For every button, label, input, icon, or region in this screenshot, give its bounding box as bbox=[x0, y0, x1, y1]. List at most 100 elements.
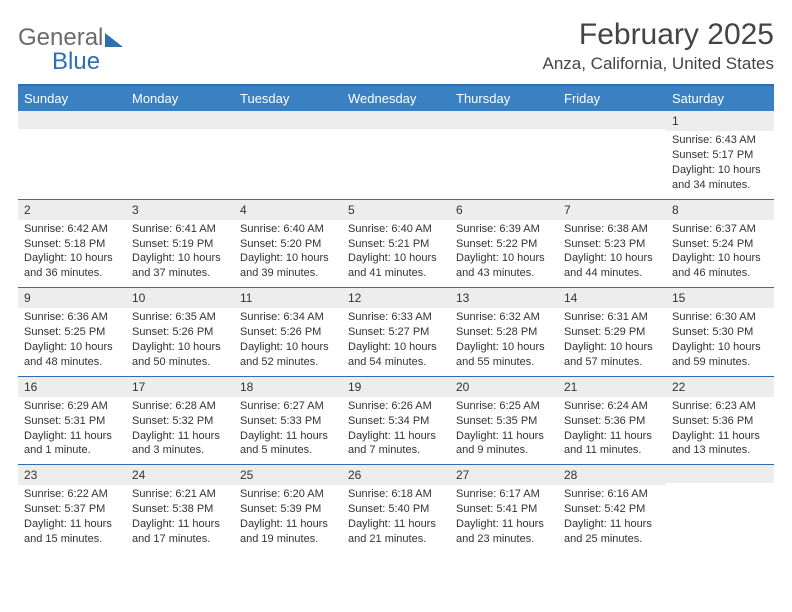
cell-body: Sunrise: 6:31 AMSunset: 5:29 PMDaylight:… bbox=[558, 308, 666, 375]
daylight-text: Daylight: 11 hours and 1 minute. bbox=[24, 429, 120, 459]
cell-body: Sunrise: 6:23 AMSunset: 5:36 PMDaylight:… bbox=[666, 397, 774, 464]
sunset-text: Sunset: 5:39 PM bbox=[240, 502, 336, 517]
calendar-cell: 25Sunrise: 6:20 AMSunset: 5:39 PMDayligh… bbox=[234, 465, 342, 553]
sunset-text: Sunset: 5:31 PM bbox=[24, 414, 120, 429]
sunrise-text: Sunrise: 6:29 AM bbox=[24, 399, 120, 414]
day-number: 14 bbox=[558, 288, 666, 308]
day-header: Monday bbox=[126, 86, 234, 111]
cell-body: Sunrise: 6:17 AMSunset: 5:41 PMDaylight:… bbox=[450, 485, 558, 552]
title-block: February 2025 Anza, California, United S… bbox=[542, 18, 774, 74]
daylight-text: Daylight: 11 hours and 25 minutes. bbox=[564, 517, 660, 547]
sunrise-text: Sunrise: 6:23 AM bbox=[672, 399, 768, 414]
sunset-text: Sunset: 5:21 PM bbox=[348, 237, 444, 252]
calendar-cell: 11Sunrise: 6:34 AMSunset: 5:26 PMDayligh… bbox=[234, 288, 342, 376]
sunset-text: Sunset: 5:17 PM bbox=[672, 148, 768, 163]
cell-body: Sunrise: 6:35 AMSunset: 5:26 PMDaylight:… bbox=[126, 308, 234, 375]
daylight-text: Daylight: 11 hours and 21 minutes. bbox=[348, 517, 444, 547]
cell-body: Sunrise: 6:22 AMSunset: 5:37 PMDaylight:… bbox=[18, 485, 126, 552]
calendar-cell: 23Sunrise: 6:22 AMSunset: 5:37 PMDayligh… bbox=[18, 465, 126, 553]
cell-body: Sunrise: 6:36 AMSunset: 5:25 PMDaylight:… bbox=[18, 308, 126, 375]
daylight-text: Daylight: 10 hours and 37 minutes. bbox=[132, 251, 228, 281]
calendar-cell bbox=[126, 111, 234, 199]
day-number: 19 bbox=[342, 377, 450, 397]
daylight-text: Daylight: 10 hours and 54 minutes. bbox=[348, 340, 444, 370]
sunrise-text: Sunrise: 6:31 AM bbox=[564, 310, 660, 325]
sunrise-text: Sunrise: 6:39 AM bbox=[456, 222, 552, 237]
cell-body: Sunrise: 6:40 AMSunset: 5:21 PMDaylight:… bbox=[342, 220, 450, 287]
sunrise-text: Sunrise: 6:18 AM bbox=[348, 487, 444, 502]
sunrise-text: Sunrise: 6:41 AM bbox=[132, 222, 228, 237]
sunset-text: Sunset: 5:42 PM bbox=[564, 502, 660, 517]
day-number: 16 bbox=[18, 377, 126, 397]
cell-body: Sunrise: 6:29 AMSunset: 5:31 PMDaylight:… bbox=[18, 397, 126, 464]
day-number bbox=[450, 111, 558, 129]
sunrise-text: Sunrise: 6:37 AM bbox=[672, 222, 768, 237]
daylight-text: Daylight: 11 hours and 23 minutes. bbox=[456, 517, 552, 547]
cell-body: Sunrise: 6:18 AMSunset: 5:40 PMDaylight:… bbox=[342, 485, 450, 552]
sunset-text: Sunset: 5:41 PM bbox=[456, 502, 552, 517]
cell-body: Sunrise: 6:21 AMSunset: 5:38 PMDaylight:… bbox=[126, 485, 234, 552]
day-header: Wednesday bbox=[342, 86, 450, 111]
calendar-week: 23Sunrise: 6:22 AMSunset: 5:37 PMDayligh… bbox=[18, 464, 774, 553]
calendar-cell: 28Sunrise: 6:16 AMSunset: 5:42 PMDayligh… bbox=[558, 465, 666, 553]
sunset-text: Sunset: 5:37 PM bbox=[24, 502, 120, 517]
day-header: Friday bbox=[558, 86, 666, 111]
cell-body: Sunrise: 6:42 AMSunset: 5:18 PMDaylight:… bbox=[18, 220, 126, 287]
cell-body bbox=[666, 483, 774, 543]
sunset-text: Sunset: 5:20 PM bbox=[240, 237, 336, 252]
cell-body bbox=[234, 129, 342, 189]
cell-body: Sunrise: 6:39 AMSunset: 5:22 PMDaylight:… bbox=[450, 220, 558, 287]
calendar-cell: 6Sunrise: 6:39 AMSunset: 5:22 PMDaylight… bbox=[450, 200, 558, 288]
day-number: 8 bbox=[666, 200, 774, 220]
cell-body: Sunrise: 6:43 AMSunset: 5:17 PMDaylight:… bbox=[666, 131, 774, 198]
sunset-text: Sunset: 5:18 PM bbox=[24, 237, 120, 252]
daylight-text: Daylight: 10 hours and 41 minutes. bbox=[348, 251, 444, 281]
calendar-cell: 16Sunrise: 6:29 AMSunset: 5:31 PMDayligh… bbox=[18, 377, 126, 465]
daylight-text: Daylight: 11 hours and 13 minutes. bbox=[672, 429, 768, 459]
calendar-cell bbox=[450, 111, 558, 199]
sunset-text: Sunset: 5:26 PM bbox=[240, 325, 336, 340]
sunrise-text: Sunrise: 6:36 AM bbox=[24, 310, 120, 325]
header-bar: General Blue February 2025 Anza, Califor… bbox=[18, 18, 774, 76]
day-header: Thursday bbox=[450, 86, 558, 111]
daylight-text: Daylight: 11 hours and 17 minutes. bbox=[132, 517, 228, 547]
calendar-cell: 3Sunrise: 6:41 AMSunset: 5:19 PMDaylight… bbox=[126, 200, 234, 288]
calendar-cell bbox=[18, 111, 126, 199]
day-number: 9 bbox=[18, 288, 126, 308]
calendar-cell: 5Sunrise: 6:40 AMSunset: 5:21 PMDaylight… bbox=[342, 200, 450, 288]
day-number: 11 bbox=[234, 288, 342, 308]
day-number bbox=[558, 111, 666, 129]
day-number: 5 bbox=[342, 200, 450, 220]
sunrise-text: Sunrise: 6:16 AM bbox=[564, 487, 660, 502]
calendar-cell: 10Sunrise: 6:35 AMSunset: 5:26 PMDayligh… bbox=[126, 288, 234, 376]
sunrise-text: Sunrise: 6:22 AM bbox=[24, 487, 120, 502]
calendar-cell: 13Sunrise: 6:32 AMSunset: 5:28 PMDayligh… bbox=[450, 288, 558, 376]
calendar: Sunday Monday Tuesday Wednesday Thursday… bbox=[18, 86, 774, 553]
daylight-text: Daylight: 11 hours and 5 minutes. bbox=[240, 429, 336, 459]
daylight-text: Daylight: 10 hours and 43 minutes. bbox=[456, 251, 552, 281]
daylight-text: Daylight: 10 hours and 39 minutes. bbox=[240, 251, 336, 281]
daylight-text: Daylight: 11 hours and 11 minutes. bbox=[564, 429, 660, 459]
calendar-cell: 18Sunrise: 6:27 AMSunset: 5:33 PMDayligh… bbox=[234, 377, 342, 465]
sunrise-text: Sunrise: 6:42 AM bbox=[24, 222, 120, 237]
calendar-week: 2Sunrise: 6:42 AMSunset: 5:18 PMDaylight… bbox=[18, 199, 774, 288]
daylight-text: Daylight: 10 hours and 57 minutes. bbox=[564, 340, 660, 370]
calendar-cell: 9Sunrise: 6:36 AMSunset: 5:25 PMDaylight… bbox=[18, 288, 126, 376]
day-header: Tuesday bbox=[234, 86, 342, 111]
cell-body bbox=[558, 129, 666, 189]
calendar-cell: 12Sunrise: 6:33 AMSunset: 5:27 PMDayligh… bbox=[342, 288, 450, 376]
daylight-text: Daylight: 10 hours and 46 minutes. bbox=[672, 251, 768, 281]
day-number bbox=[126, 111, 234, 129]
cell-body: Sunrise: 6:27 AMSunset: 5:33 PMDaylight:… bbox=[234, 397, 342, 464]
day-number: 1 bbox=[666, 111, 774, 131]
daylight-text: Daylight: 10 hours and 44 minutes. bbox=[564, 251, 660, 281]
calendar-week: 1Sunrise: 6:43 AMSunset: 5:17 PMDaylight… bbox=[18, 111, 774, 199]
calendar-week: 16Sunrise: 6:29 AMSunset: 5:31 PMDayligh… bbox=[18, 376, 774, 465]
sunrise-text: Sunrise: 6:43 AM bbox=[672, 133, 768, 148]
day-header-row: Sunday Monday Tuesday Wednesday Thursday… bbox=[18, 86, 774, 111]
calendar-week: 9Sunrise: 6:36 AMSunset: 5:25 PMDaylight… bbox=[18, 287, 774, 376]
calendar-cell: 19Sunrise: 6:26 AMSunset: 5:34 PMDayligh… bbox=[342, 377, 450, 465]
daylight-text: Daylight: 10 hours and 34 minutes. bbox=[672, 163, 768, 193]
calendar-cell: 26Sunrise: 6:18 AMSunset: 5:40 PMDayligh… bbox=[342, 465, 450, 553]
sunrise-text: Sunrise: 6:21 AM bbox=[132, 487, 228, 502]
